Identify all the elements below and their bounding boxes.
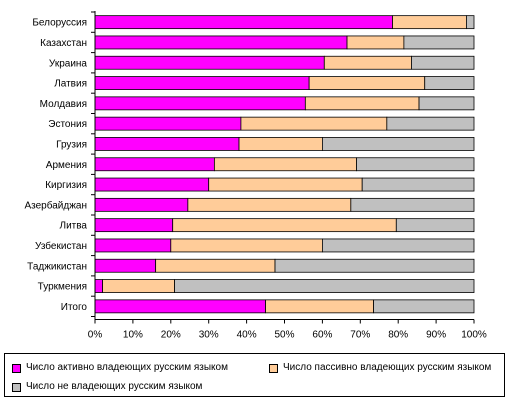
bar-segment-none-6 [321,137,475,151]
bar-segment-passive-0 [392,15,467,30]
legend-label-active: Число активно владеющих русским языком [26,362,228,373]
bar-segment-active-4 [94,96,306,111]
bar-segment-none-7 [356,157,475,172]
category-label-6: Грузия [56,139,87,150]
chart-legend: Число активно владеющих русским языком Ч… [4,353,505,397]
legend-item-active: Число активно владеющих русским языком [12,362,228,374]
bar-segment-active-5 [94,116,242,131]
x-tick-label-4: 40% [237,330,257,341]
category-label-1: Казахстан [40,38,87,49]
category-label-3: Латвия [54,79,87,90]
bar-segment-none-1 [403,35,475,50]
bar-segment-passive-8 [208,177,363,192]
bar-segment-passive-1 [346,35,405,50]
legend-swatch-passive [269,363,278,373]
bar-segment-active-12 [94,258,157,273]
category-label-4: Молдавия [40,99,87,110]
bar-segment-none-10 [395,218,475,233]
bar-segment-none-13 [174,279,475,293]
category-label-7: Армения [46,160,87,171]
bar-segment-active-13 [94,279,103,293]
legend-label-none: Число не владеющих русским языком [26,381,203,392]
bar-segment-none-0 [466,15,475,30]
legend-label-passive: Число пассивно владеющих русским языком [283,362,492,373]
category-label-5: Эстония [48,119,87,130]
bar-segment-none-2 [411,55,475,70]
category-label-11: Узбекистан [35,240,87,252]
legend-item-passive: Число пассивно владеющих русским языком [269,362,491,374]
bar-segment-none-14 [373,299,475,314]
x-tick-label-7: 70% [350,330,370,341]
bar-segment-active-9 [94,197,189,212]
legend-swatch-none [12,382,21,392]
category-label-13: Туркмения [38,282,87,293]
bar-segment-passive-7 [213,157,357,172]
bar-segment-none-8 [361,177,475,192]
x-tick-label-6: 60% [312,330,332,341]
category-label-10: Литва [60,221,88,232]
bar-segment-active-1 [94,35,348,50]
bar-segment-passive-6 [238,137,323,151]
category-label-12: Таджикистан [27,261,87,272]
category-label-2: Украина [49,58,88,69]
bar-segment-none-4 [418,96,475,111]
category-label-0: Белоруссия [32,18,87,29]
bar-segment-passive-10 [172,218,397,233]
bar-segment-active-11 [94,238,172,253]
bar-segment-active-3 [94,76,310,90]
bar-segment-active-0 [94,15,393,30]
category-label-8: Киргизия [45,180,87,191]
bar-segment-passive-4 [304,96,420,111]
bar-segment-passive-2 [323,55,412,70]
x-tick-label-9: 90% [426,330,446,341]
bar-segment-passive-9 [187,197,352,212]
bar-segment-passive-3 [308,76,426,90]
bar-segment-passive-14 [265,299,374,314]
category-label-14: Итого [61,302,88,313]
x-tick-label-3: 30% [199,330,219,341]
x-tick-label-10: 100% [461,330,487,341]
bar-segment-passive-5 [240,116,388,131]
bar-segment-none-11 [321,238,475,253]
bar-segment-none-3 [424,76,475,90]
bar-segment-active-7 [94,157,215,172]
bar-segment-active-6 [94,137,240,151]
x-tick-label-1: 10% [123,330,143,341]
bar-segment-active-2 [94,55,325,70]
bar-segment-none-5 [386,116,475,131]
bar-segment-active-8 [94,177,210,192]
bar-segment-passive-13 [102,279,175,293]
bar-segment-none-9 [350,197,475,212]
category-label-9: Азербайджан [24,199,87,211]
x-tick-label-5: 50% [274,330,294,341]
bar-segment-passive-11 [170,238,323,253]
bar-segment-active-10 [94,218,174,233]
x-tick-label-0: 0% [88,330,103,341]
bar-segment-none-12 [274,258,475,273]
bar-segment-passive-12 [155,258,276,273]
legend-item-none: Число не владеющих русским языком [12,381,202,393]
x-tick-label-8: 80% [388,330,408,341]
legend-swatch-active [12,363,21,373]
x-tick-label-2: 20% [161,330,181,341]
bar-segment-active-14 [94,299,266,314]
